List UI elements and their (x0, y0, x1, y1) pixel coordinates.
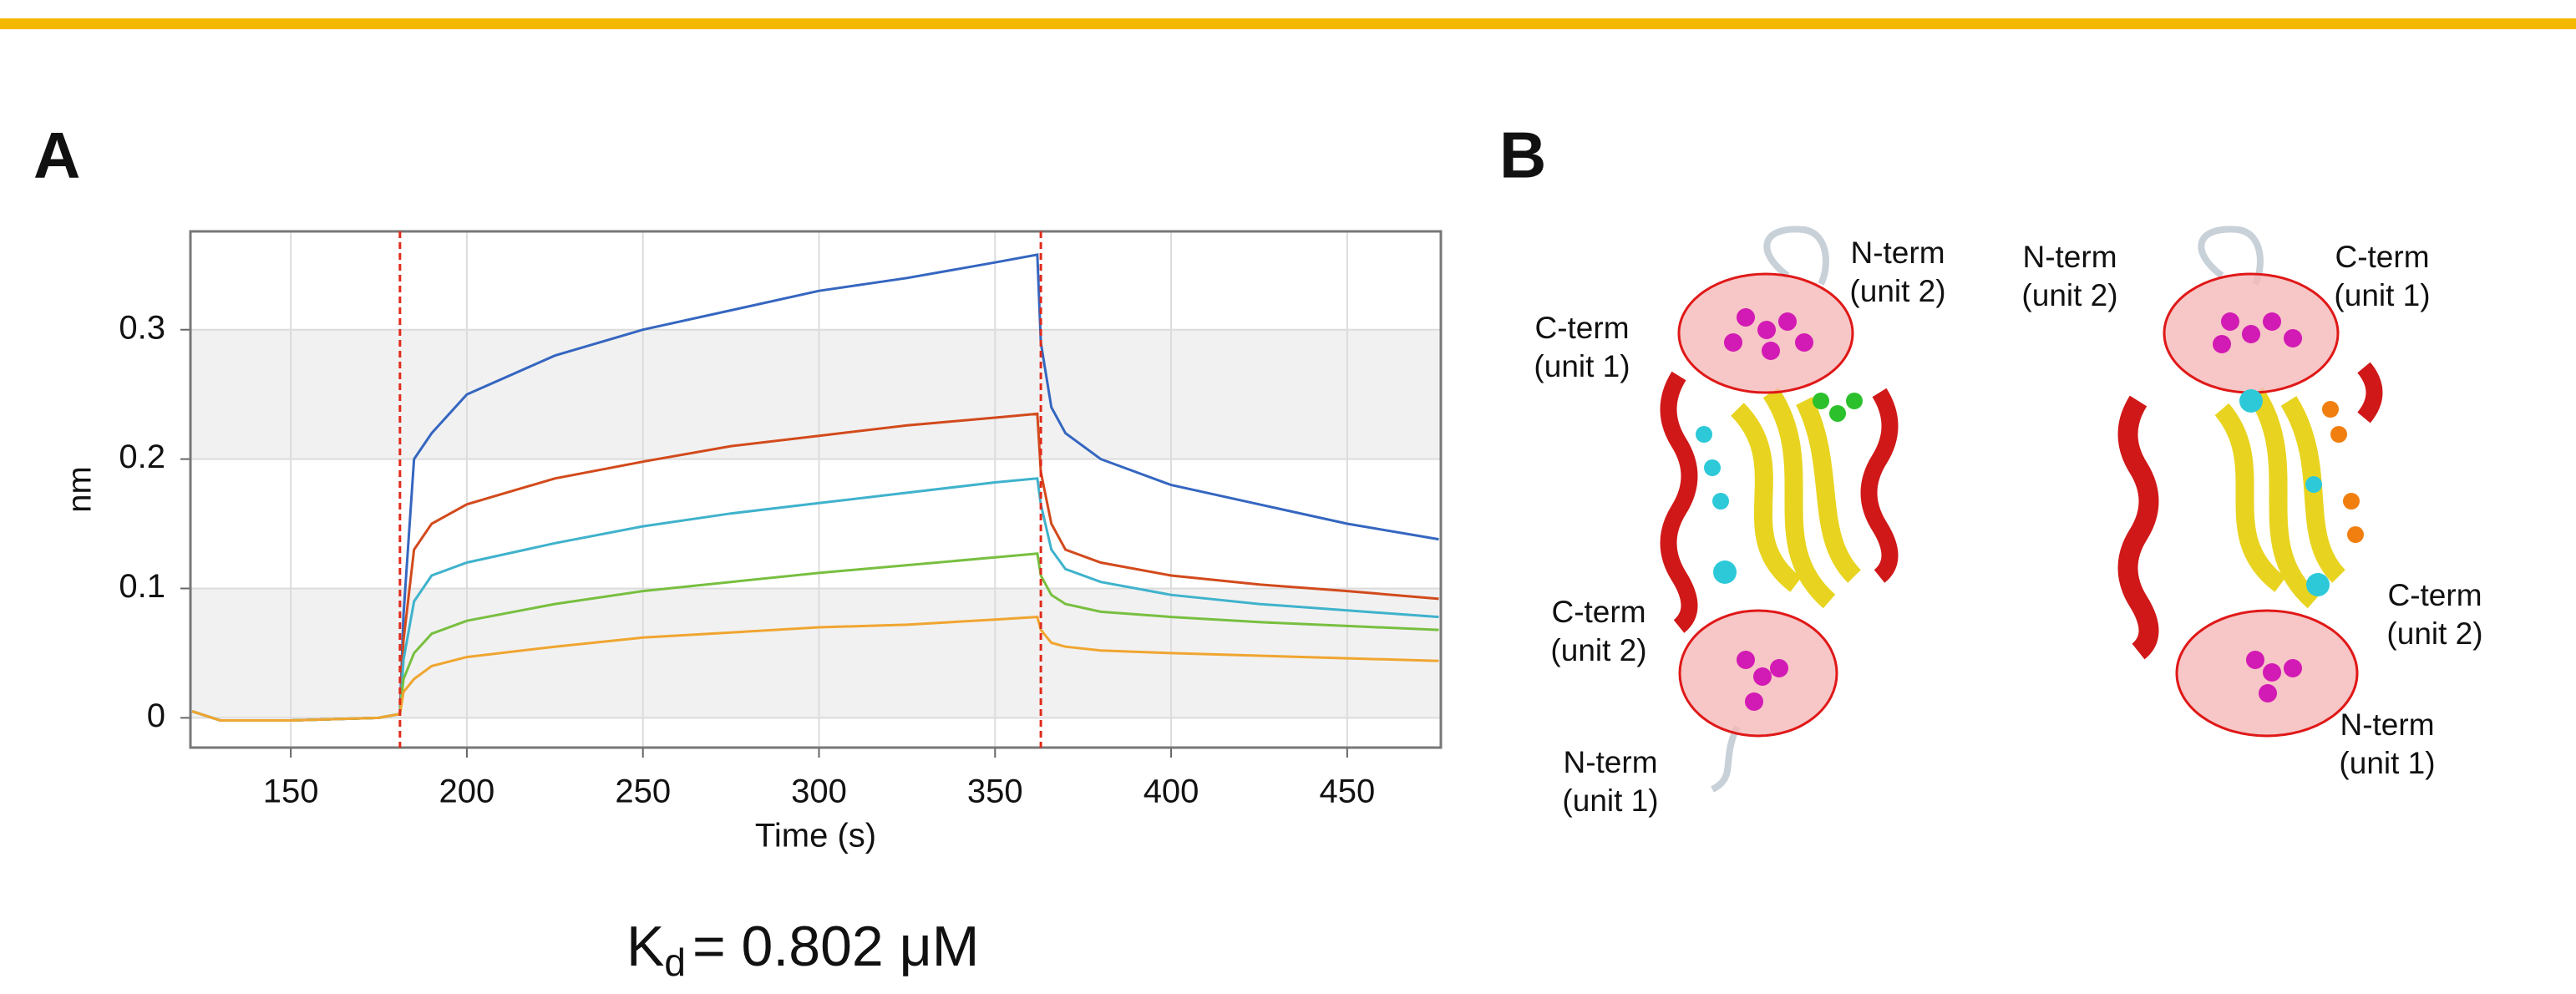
kd-value: = 0.802 μM (692, 915, 980, 978)
structure-label: (unit 2) (1550, 633, 1646, 667)
atoms (1696, 426, 1737, 584)
structure-label: (unit 2) (2021, 278, 2117, 312)
x-tick-label: 400 (1143, 773, 1199, 810)
structure-label: N-term (2022, 240, 2117, 274)
kd-subscript: d (664, 941, 686, 984)
panel-label: A (33, 119, 80, 192)
grid-band (190, 330, 1441, 459)
y-tick-label: 0.2 (119, 439, 165, 475)
structure-label: (unit 1) (1562, 784, 1658, 818)
structure-label: N-term (1850, 236, 1945, 270)
kd-text: Kd= 0.802 μM (626, 915, 979, 984)
structure-label: C-term (1551, 595, 1645, 629)
loop (1712, 727, 1737, 789)
y-tick-label: 0.3 (119, 309, 165, 346)
plot: 150 200 250 300 350 400 450 0 0.1 0.2 0.3 Time (s) n… (62, 231, 1441, 855)
structure-label: N-term (2340, 707, 2434, 742)
x-tick-label: 250 (615, 773, 671, 810)
x-tick-label: 200 (439, 773, 495, 810)
panel-label: B (1499, 119, 1546, 192)
strands (2222, 393, 2339, 601)
structure-label: (unit 1) (2334, 278, 2430, 312)
x-tick-label: 300 (791, 773, 847, 810)
structure-left (1669, 229, 1890, 789)
grid-band (190, 588, 1441, 718)
structure-label: (unit 2) (2386, 616, 2482, 651)
structure-label: (unit 1) (2339, 746, 2435, 780)
y-tick-label: 0.1 (119, 568, 165, 605)
structure-label: C-term (1534, 311, 1629, 345)
structure-label: C-term (2387, 578, 2482, 612)
atoms (2322, 401, 2364, 543)
x-tick-label: 150 (263, 773, 319, 810)
x-tick-label: 450 (1319, 773, 1375, 810)
helix (2128, 401, 2149, 652)
x-axis-label: Time (s) (755, 818, 876, 855)
structure-label: N-term (1563, 745, 1657, 779)
structure-label: (unit 1) (1534, 349, 1630, 383)
helix (1869, 393, 1890, 576)
top-bar (0, 18, 2576, 29)
y-axis-label: nm (62, 466, 99, 513)
kd-symbol: K (626, 915, 664, 978)
helix (2364, 368, 2375, 418)
y-tick-label: 0 (147, 697, 165, 734)
x-tick-label: 350 (967, 773, 1023, 810)
helix (1669, 376, 1690, 626)
structure-label: (unit 2) (1849, 274, 1945, 308)
strands (1737, 393, 1854, 601)
structure-label: C-term (2335, 240, 2429, 274)
figure: A B Kd= 0.802 μM 150 200 250 300 350 400 450 0 0… (0, 0, 2576, 994)
